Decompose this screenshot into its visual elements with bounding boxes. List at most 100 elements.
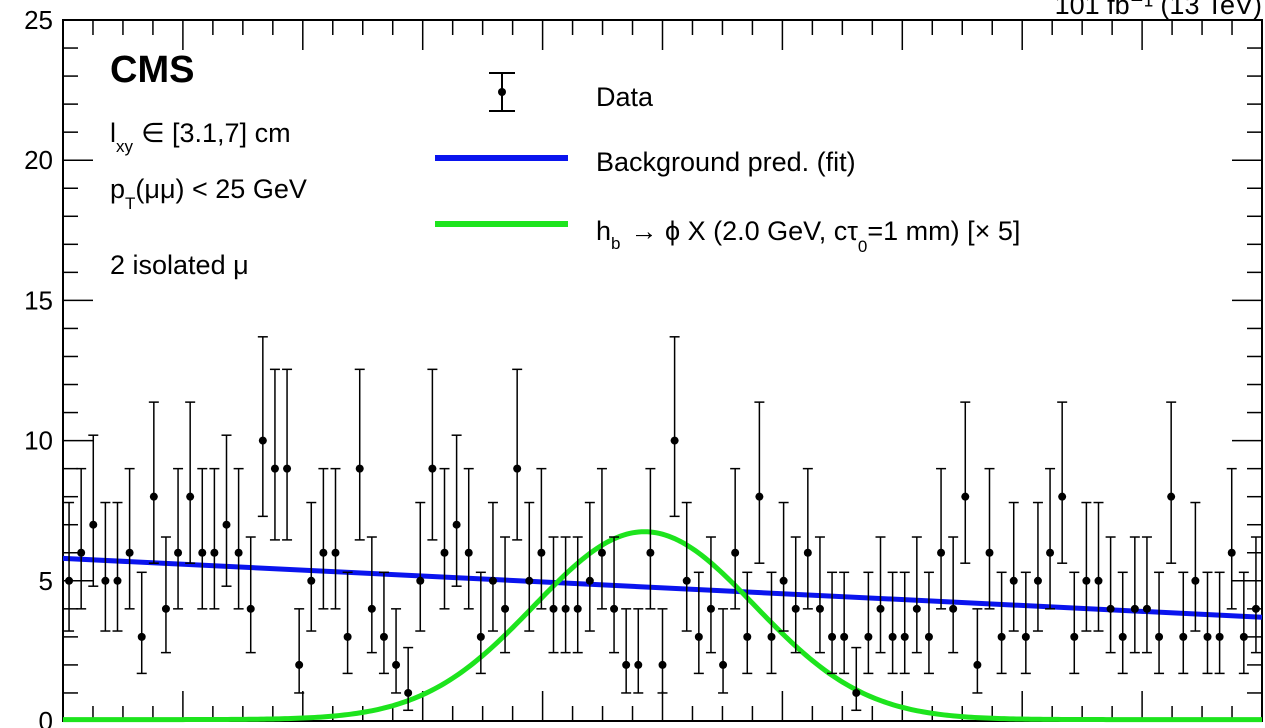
- data-marker: [1203, 632, 1212, 641]
- data-point: [730, 467, 741, 610]
- data-marker: [440, 548, 449, 557]
- data-marker: [101, 576, 110, 585]
- data-point: [657, 608, 668, 694]
- data-point: [294, 608, 305, 694]
- data-marker: [295, 660, 304, 669]
- data-point: [173, 467, 184, 610]
- lxy-sub: xy: [116, 137, 134, 156]
- signal-curve-line: [63, 529, 1262, 723]
- data-point: [948, 536, 959, 654]
- data-point: [1190, 501, 1201, 632]
- data-marker: [840, 632, 849, 641]
- data-marker: [270, 464, 279, 473]
- data-marker: [828, 632, 837, 641]
- data-marker: [307, 576, 316, 585]
- data-marker: [815, 604, 824, 613]
- data-point: [1214, 571, 1225, 675]
- data-marker: [416, 576, 425, 585]
- data-marker: [1058, 492, 1067, 501]
- data-point: [851, 646, 862, 712]
- y-tick-label: 20: [24, 145, 53, 175]
- y-tick-label: 0: [39, 706, 53, 728]
- data-marker: [561, 604, 570, 613]
- data-marker: [319, 548, 328, 557]
- data-marker: [767, 632, 776, 641]
- data-point: [221, 434, 232, 587]
- data-marker: [1021, 632, 1030, 641]
- data-marker: [1251, 604, 1260, 613]
- data-point: [766, 571, 777, 675]
- data-marker: [1009, 576, 1018, 585]
- data-point: [911, 536, 922, 654]
- data-marker: [1142, 604, 1151, 613]
- data-marker: [1033, 576, 1042, 585]
- data-point: [148, 401, 159, 564]
- data-point: [681, 501, 692, 632]
- data-point: [936, 467, 947, 610]
- data-points: [64, 336, 1261, 712]
- data-marker: [513, 464, 522, 473]
- lxy-main: l: [110, 118, 116, 148]
- data-point: [1238, 571, 1249, 675]
- data-point: [693, 571, 704, 675]
- data-point: [1008, 501, 1019, 632]
- data-point: [875, 536, 886, 654]
- data-marker: [1239, 632, 1248, 641]
- data-point: [609, 536, 620, 654]
- data-point: [984, 467, 995, 610]
- data-marker: [125, 548, 134, 557]
- data-marker: [573, 604, 582, 613]
- lxy-annotation: lxy ∈ [3.1,7] cm: [110, 118, 291, 156]
- data-marker: [864, 632, 873, 641]
- data-point: [1129, 536, 1140, 654]
- signal-curve: [63, 529, 1262, 723]
- data-marker: [973, 660, 982, 669]
- data-point: [160, 536, 171, 654]
- data-point: [1250, 536, 1261, 654]
- data-point: [1045, 467, 1056, 610]
- y-tick-label: 10: [24, 426, 53, 456]
- lumi-label: 101 fb⁻¹ (13 TeV): [1055, 0, 1262, 20]
- data-point: [560, 536, 571, 654]
- data-point: [754, 401, 765, 564]
- data-marker: [779, 576, 788, 585]
- lxy-rest: ∈ [3.1,7] cm: [141, 118, 291, 148]
- data-marker: [379, 632, 388, 641]
- background-fit-line: [62, 555, 1263, 620]
- data-marker: [755, 492, 764, 501]
- data-marker: [525, 576, 534, 585]
- data-marker: [222, 520, 231, 529]
- data-marker: [1070, 632, 1079, 641]
- signal-end: =1 mm) [× 5]: [867, 216, 1020, 246]
- data-marker: [924, 632, 933, 641]
- data-point: [342, 571, 353, 675]
- pt-annotation: pT(μμ) < 25 GeV: [110, 174, 307, 213]
- data-marker: [89, 520, 98, 529]
- data-marker: [888, 632, 897, 641]
- data-point: [1105, 536, 1116, 654]
- data-marker: [961, 492, 970, 501]
- legend-background-label: Background pred. (fit): [596, 147, 856, 177]
- y-tick-labels: 0 5 10 15 20 25: [24, 5, 53, 728]
- legend-data-label: Data: [596, 82, 654, 112]
- data-point: [718, 608, 729, 694]
- data-marker: [622, 660, 631, 669]
- data-point: [584, 501, 595, 632]
- data-marker: [1118, 632, 1127, 641]
- isolation-annotation: 2 isolated μ: [110, 250, 249, 280]
- data-point: [1081, 501, 1092, 632]
- data-point: [487, 501, 498, 632]
- data-point: [500, 536, 511, 654]
- data-marker: [658, 660, 667, 669]
- data-point: [282, 368, 293, 541]
- data-point: [391, 608, 402, 694]
- data-marker: [488, 576, 497, 585]
- data-marker: [791, 604, 800, 613]
- data-point: [1057, 401, 1068, 564]
- data-marker: [186, 492, 195, 501]
- data-point: [366, 536, 377, 654]
- data-marker: [743, 632, 752, 641]
- data-marker: [985, 548, 994, 557]
- data-point: [354, 368, 365, 541]
- data-point: [972, 608, 983, 694]
